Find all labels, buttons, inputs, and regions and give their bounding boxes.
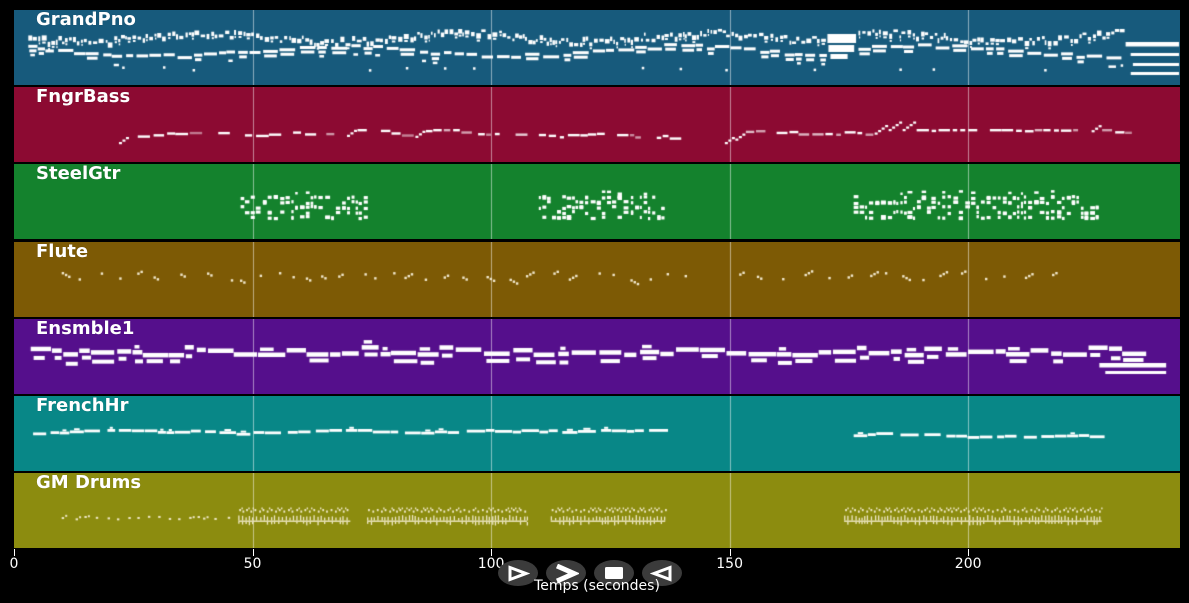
axis-tick-mark [491, 549, 493, 556]
x-axis-label: Temps (secondes) [534, 578, 660, 594]
track-label: FngrBass [36, 86, 131, 107]
track-notes-canvas [14, 87, 1180, 162]
track-notes-canvas [14, 242, 1180, 317]
track-band-flute: Flute [14, 242, 1180, 317]
rewind-button[interactable] [642, 560, 682, 586]
track-label: FrenchHr [36, 395, 129, 416]
axis-tick-label: 0 [9, 556, 19, 572]
axis-tick-mark [14, 549, 15, 556]
track-band-gm-drums: GM Drums [14, 473, 1180, 548]
track-label: GM Drums [36, 472, 142, 493]
track-label: SteelGtr [36, 163, 121, 184]
transport-controls [498, 560, 682, 586]
axis-tick-label: 150 [716, 556, 743, 572]
track-band-frenchhr: FrenchHr [14, 396, 1180, 471]
stop-button[interactable] [594, 560, 634, 586]
rewind-icon [650, 564, 672, 582]
track-band-steelgtr: SteelGtr [14, 164, 1180, 239]
track-notes-canvas [14, 10, 1180, 85]
track-notes-canvas [14, 396, 1180, 471]
axis-tick-mark [729, 549, 731, 556]
axis-tick-label: 200 [954, 556, 982, 572]
track-band-grandpno: GrandPno [14, 10, 1180, 85]
track-label: Flute [36, 241, 89, 262]
play-icon [508, 564, 530, 582]
track-band-fngrbass: FngrBass [14, 87, 1180, 162]
axis-tick-mark [252, 549, 254, 556]
track-band-ensmble1: Ensmble1 [14, 319, 1180, 394]
axis-tick-label: 100 [477, 556, 505, 572]
track-label: Ensmble1 [36, 318, 135, 339]
track-notes-canvas [14, 473, 1180, 548]
stop-icon [605, 567, 623, 579]
play-button[interactable] [498, 560, 538, 586]
track-label: GrandPno [36, 9, 136, 30]
axis-tick-mark [968, 549, 970, 556]
track-notes-canvas [14, 319, 1180, 394]
fast-forward-icon [555, 563, 579, 583]
axis-tick-label: 50 [243, 556, 262, 572]
fast-forward-button[interactable] [546, 560, 586, 586]
track-notes-canvas [14, 164, 1180, 239]
